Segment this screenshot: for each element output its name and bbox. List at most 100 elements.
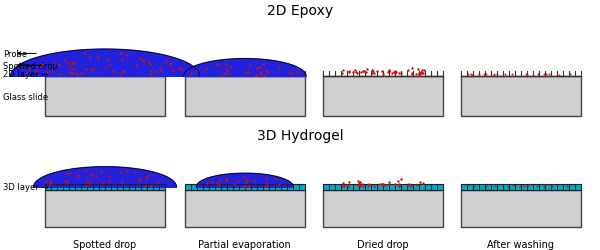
Point bbox=[368, 69, 378, 73]
Point bbox=[393, 179, 403, 183]
Text: After washing: After washing bbox=[487, 239, 554, 249]
Point bbox=[547, 184, 557, 188]
Point bbox=[221, 63, 230, 67]
Point bbox=[103, 58, 113, 62]
Point bbox=[86, 69, 96, 73]
Point bbox=[481, 184, 491, 188]
Point bbox=[115, 170, 124, 174]
Point bbox=[259, 74, 269, 78]
Point bbox=[221, 178, 231, 182]
Point bbox=[489, 73, 499, 77]
Point bbox=[245, 64, 255, 68]
Point bbox=[344, 180, 354, 184]
Point bbox=[82, 68, 91, 72]
Point bbox=[252, 66, 262, 70]
Point bbox=[491, 184, 500, 188]
Point bbox=[394, 184, 403, 188]
Point bbox=[377, 70, 387, 74]
Point bbox=[50, 62, 59, 66]
Point bbox=[275, 182, 284, 186]
Point bbox=[354, 181, 364, 185]
Point bbox=[508, 73, 517, 77]
Point bbox=[466, 73, 476, 77]
Polygon shape bbox=[34, 167, 176, 187]
Point bbox=[358, 70, 368, 74]
Point bbox=[37, 66, 46, 70]
Point bbox=[355, 184, 365, 188]
Point bbox=[244, 184, 254, 188]
Point bbox=[352, 72, 362, 76]
Point bbox=[62, 180, 72, 184]
Point bbox=[46, 179, 56, 183]
Text: Probe: Probe bbox=[3, 50, 27, 59]
Point bbox=[385, 182, 394, 186]
Point bbox=[69, 62, 79, 66]
Polygon shape bbox=[184, 59, 306, 77]
Point bbox=[64, 61, 73, 65]
Point bbox=[221, 178, 231, 182]
Point bbox=[358, 184, 367, 188]
Point bbox=[261, 184, 271, 188]
Point bbox=[389, 70, 398, 74]
Point bbox=[528, 73, 538, 77]
Point bbox=[388, 71, 397, 75]
Point bbox=[394, 71, 404, 75]
Point bbox=[169, 68, 178, 72]
Polygon shape bbox=[196, 174, 293, 187]
Point bbox=[365, 182, 374, 186]
Point bbox=[93, 56, 103, 60]
Text: 2D Epoxy: 2D Epoxy bbox=[267, 4, 333, 18]
Point bbox=[202, 67, 211, 71]
Point bbox=[60, 58, 70, 62]
Point bbox=[45, 182, 55, 186]
Bar bbox=[461, 77, 581, 116]
Point bbox=[144, 61, 154, 65]
Point bbox=[122, 170, 131, 173]
Point bbox=[129, 171, 139, 175]
Point bbox=[239, 176, 249, 180]
Point bbox=[211, 63, 221, 67]
Point bbox=[86, 178, 95, 182]
Point bbox=[65, 70, 74, 74]
Point bbox=[87, 173, 97, 177]
Point bbox=[542, 73, 551, 77]
Point bbox=[415, 72, 425, 76]
Bar bbox=[45, 184, 165, 190]
Point bbox=[356, 180, 365, 184]
Point bbox=[467, 73, 476, 77]
Point bbox=[361, 71, 370, 75]
Point bbox=[521, 73, 531, 77]
Point bbox=[378, 183, 388, 187]
Point bbox=[390, 183, 400, 187]
Point bbox=[262, 181, 271, 185]
Point bbox=[73, 174, 82, 178]
Point bbox=[214, 64, 223, 68]
Point bbox=[415, 72, 424, 76]
Point bbox=[191, 70, 201, 74]
Point bbox=[377, 182, 386, 186]
Point bbox=[223, 72, 232, 76]
Point bbox=[539, 184, 549, 188]
Point bbox=[166, 61, 176, 65]
Point bbox=[161, 59, 170, 63]
Point bbox=[233, 180, 242, 184]
Bar bbox=[185, 190, 305, 228]
Point bbox=[475, 73, 484, 77]
Point bbox=[24, 66, 34, 70]
Point bbox=[226, 64, 235, 68]
Point bbox=[343, 184, 353, 188]
Point bbox=[82, 169, 91, 173]
Point bbox=[21, 72, 31, 76]
Point bbox=[84, 181, 94, 185]
Point bbox=[263, 70, 272, 74]
Point bbox=[404, 182, 413, 186]
Point bbox=[384, 70, 394, 74]
Point bbox=[375, 182, 385, 186]
Point bbox=[117, 57, 127, 61]
Point bbox=[61, 179, 70, 183]
Point bbox=[351, 70, 361, 74]
Point bbox=[175, 66, 184, 70]
Point bbox=[353, 184, 363, 188]
Point bbox=[96, 169, 106, 173]
Point bbox=[67, 62, 77, 66]
